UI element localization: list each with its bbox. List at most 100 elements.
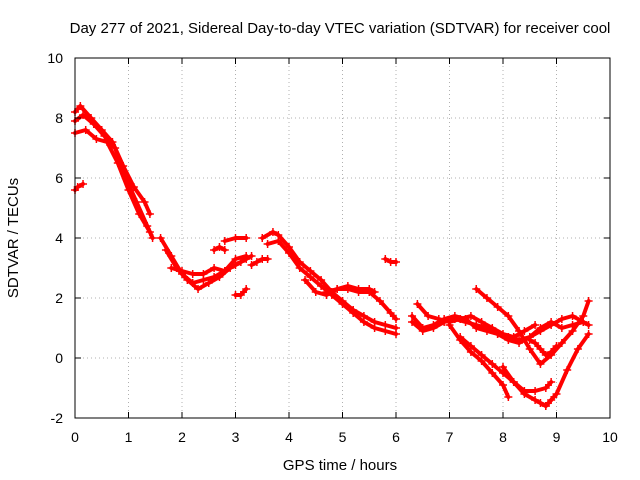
data-point <box>210 246 219 254</box>
y-tick-label: 8 <box>55 110 63 126</box>
data-point <box>509 378 518 386</box>
data-point <box>220 237 229 245</box>
series-line <box>265 239 398 336</box>
data-point <box>263 255 272 263</box>
data-point <box>79 180 88 188</box>
data-point <box>215 273 224 281</box>
x-tick-label: 8 <box>499 429 507 445</box>
data-point <box>220 267 229 275</box>
data-point <box>466 312 475 320</box>
data-point <box>338 300 347 308</box>
data-point <box>547 318 556 326</box>
data-point <box>536 324 545 332</box>
data-point <box>215 243 224 251</box>
data-point <box>418 327 427 335</box>
series-track-16 <box>381 255 400 266</box>
series-track-8 <box>210 243 229 254</box>
series-line <box>73 104 152 216</box>
data-point <box>536 345 545 353</box>
series-line <box>260 230 398 330</box>
data-point <box>100 132 109 140</box>
data-point <box>199 270 208 278</box>
series-track-19 <box>413 300 540 341</box>
x-tick-label: 7 <box>446 429 454 445</box>
y-tick-label: 4 <box>55 230 63 246</box>
data-point <box>311 288 320 296</box>
data-point <box>573 345 582 353</box>
data-point <box>375 297 384 305</box>
data-point <box>557 339 566 347</box>
data-point <box>579 312 588 320</box>
data-point <box>499 363 507 371</box>
data-point <box>541 402 550 410</box>
data-point <box>274 237 283 245</box>
data-point <box>183 276 192 284</box>
data-point <box>301 276 310 284</box>
data-point <box>263 240 272 248</box>
data-point <box>408 318 417 326</box>
series-line <box>474 287 591 366</box>
x-tick-label: 5 <box>339 429 347 445</box>
data-point <box>499 381 507 389</box>
data-point <box>370 324 379 332</box>
data-point <box>525 345 534 353</box>
data-point <box>392 315 400 323</box>
y-axis-label: SDTVAR / TECUs <box>5 178 22 298</box>
series-track-1 <box>71 102 154 218</box>
data-point <box>477 318 486 326</box>
y-tick-label: -2 <box>51 410 64 426</box>
data-point <box>536 399 545 407</box>
data-point <box>552 390 561 398</box>
x-tick-label: 4 <box>285 429 293 445</box>
data-point <box>520 390 529 398</box>
data-point <box>424 312 433 320</box>
data-point <box>113 159 122 167</box>
data-point <box>89 120 98 128</box>
data-point <box>392 258 400 266</box>
data-point <box>178 267 186 275</box>
data-point <box>504 312 513 320</box>
data-point <box>242 252 251 260</box>
data-point <box>482 294 491 302</box>
data-point <box>148 234 157 242</box>
data-point <box>488 324 497 332</box>
data-point <box>124 186 133 194</box>
data-point <box>295 264 304 272</box>
data-point <box>210 264 219 272</box>
data-point <box>541 351 550 359</box>
data-point <box>515 327 524 335</box>
data-point <box>547 396 556 404</box>
data-point <box>584 297 593 305</box>
data-point <box>188 270 197 278</box>
data-point <box>552 342 561 350</box>
data-point <box>236 291 245 299</box>
series-track-23 <box>472 285 593 368</box>
data-point <box>456 333 465 341</box>
y-tick-label: 6 <box>55 170 63 186</box>
data-point <box>493 303 502 311</box>
data-point <box>499 330 507 338</box>
grid <box>75 58 610 418</box>
data-point <box>536 360 545 368</box>
data-point <box>488 360 497 368</box>
x-tick-label: 3 <box>232 429 240 445</box>
data-point <box>541 384 550 392</box>
series-track-24 <box>525 336 561 359</box>
y-tick-label: 0 <box>55 350 63 366</box>
data-point <box>343 282 352 290</box>
data-point <box>547 378 556 386</box>
series-track-25 <box>536 396 556 410</box>
data-point <box>365 285 374 293</box>
data-point <box>242 234 251 242</box>
series-track-7 <box>167 252 251 278</box>
data-point <box>231 255 240 263</box>
x-tick-label: 6 <box>392 429 400 445</box>
data-point <box>568 312 577 320</box>
data-point <box>333 285 342 293</box>
data-point <box>258 234 267 242</box>
data-point <box>322 288 331 296</box>
chart-title: Day 277 of 2021, Sidereal Day-to-day VTE… <box>70 20 611 37</box>
data-point <box>477 351 486 359</box>
data-point <box>531 387 540 395</box>
